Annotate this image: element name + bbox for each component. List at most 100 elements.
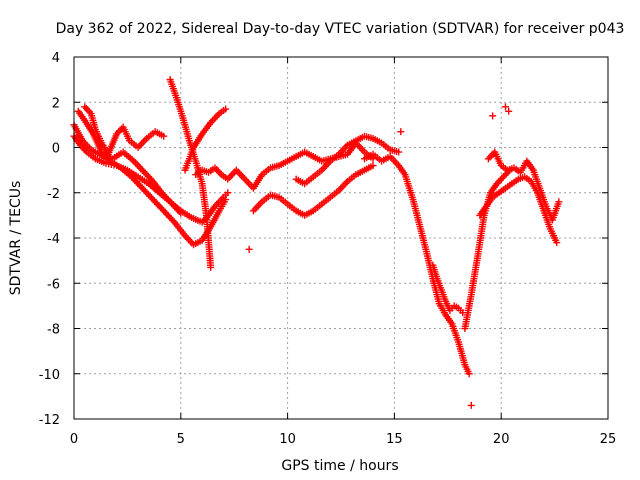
data-point [505, 107, 513, 115]
data-point [393, 160, 401, 168]
data-point [169, 201, 177, 209]
data-point [172, 204, 180, 212]
data-point [143, 189, 151, 197]
data-point [82, 104, 90, 112]
data-point [81, 146, 89, 154]
data-point [155, 202, 163, 210]
data-point [447, 318, 455, 326]
data-point [138, 184, 146, 192]
series-arc-l [461, 166, 514, 332]
data-point [77, 135, 85, 143]
data-point [124, 134, 132, 142]
data-point [128, 156, 136, 164]
data-point [437, 284, 445, 292]
data-point [148, 194, 156, 202]
data-point [132, 178, 140, 186]
data-point [164, 196, 172, 204]
data-point [143, 178, 151, 186]
data-point [178, 112, 186, 120]
series-arc-h [249, 162, 377, 219]
y-tick-label: -2 [47, 187, 60, 202]
data-point [506, 181, 514, 189]
data-point [156, 187, 164, 195]
data-point [496, 159, 504, 167]
data-point [481, 204, 489, 212]
data-point [325, 159, 333, 167]
series-arc-c [74, 107, 185, 217]
series-isolated [245, 103, 513, 409]
data-point [448, 304, 456, 312]
y-tick-label: -6 [47, 277, 60, 292]
data-point [213, 166, 221, 174]
data-point [169, 217, 177, 225]
data-point [131, 176, 139, 184]
data-point [135, 181, 143, 189]
data-point [196, 237, 204, 245]
data-point [492, 182, 500, 190]
data-point [493, 190, 501, 198]
data-point [84, 106, 92, 114]
y-tick-label: -8 [47, 323, 60, 338]
data-point [172, 91, 180, 99]
data-point [384, 144, 392, 152]
data-point [198, 177, 206, 185]
series-arc-j [360, 150, 473, 378]
y-tick-label: 2 [52, 96, 60, 111]
x-tick-label: 5 [177, 432, 185, 447]
data-point [498, 175, 506, 183]
data-point [525, 176, 533, 184]
x-tick-label: 15 [386, 432, 403, 447]
series-arc-k [429, 261, 467, 317]
data-point [452, 303, 460, 311]
data-point [281, 158, 289, 166]
data-point [171, 203, 179, 211]
x-tick-label: 20 [493, 432, 510, 447]
data-point [168, 199, 176, 207]
x-axis-label: GPS time / hours [281, 458, 398, 474]
data-point [196, 168, 204, 176]
data-point [164, 212, 172, 220]
data-point [350, 138, 358, 146]
data-point [508, 165, 516, 173]
data-point [499, 186, 507, 194]
data-point [148, 176, 156, 184]
data-point [154, 200, 162, 208]
data-point [141, 136, 149, 144]
series-arc-i [292, 132, 403, 188]
data-point [245, 245, 253, 253]
data-point [146, 192, 154, 200]
data-point [140, 186, 148, 194]
data-point [146, 174, 154, 182]
data-point [214, 209, 222, 217]
data-point [97, 137, 105, 145]
data-point [205, 120, 213, 128]
x-tick-label: 0 [70, 432, 78, 447]
data-point [290, 154, 298, 162]
data-point [499, 173, 507, 181]
data-point [134, 179, 142, 187]
data-point [264, 166, 272, 174]
data-point [158, 205, 166, 213]
data-point [316, 168, 324, 176]
y-tick-label: -10 [39, 368, 60, 383]
x-tick-label: 10 [279, 432, 296, 447]
data-point [157, 204, 165, 212]
data-point [503, 170, 511, 178]
data-point [435, 297, 443, 305]
data-point [512, 177, 520, 185]
data-point [487, 195, 495, 203]
data-point [273, 162, 281, 170]
data-point [141, 169, 149, 177]
ticks: 0 5 10 15 20 25 -12 -10 -8 -6 -4 -2 0 2 4 [39, 51, 617, 447]
data-point [501, 103, 509, 111]
data-point [432, 272, 440, 280]
data-point [552, 236, 560, 244]
data-point [333, 188, 341, 196]
data-point [239, 173, 247, 181]
data-point [81, 103, 89, 111]
data-point [144, 191, 152, 199]
data-point [358, 167, 366, 175]
data-point [333, 152, 341, 160]
data-point [546, 223, 554, 231]
